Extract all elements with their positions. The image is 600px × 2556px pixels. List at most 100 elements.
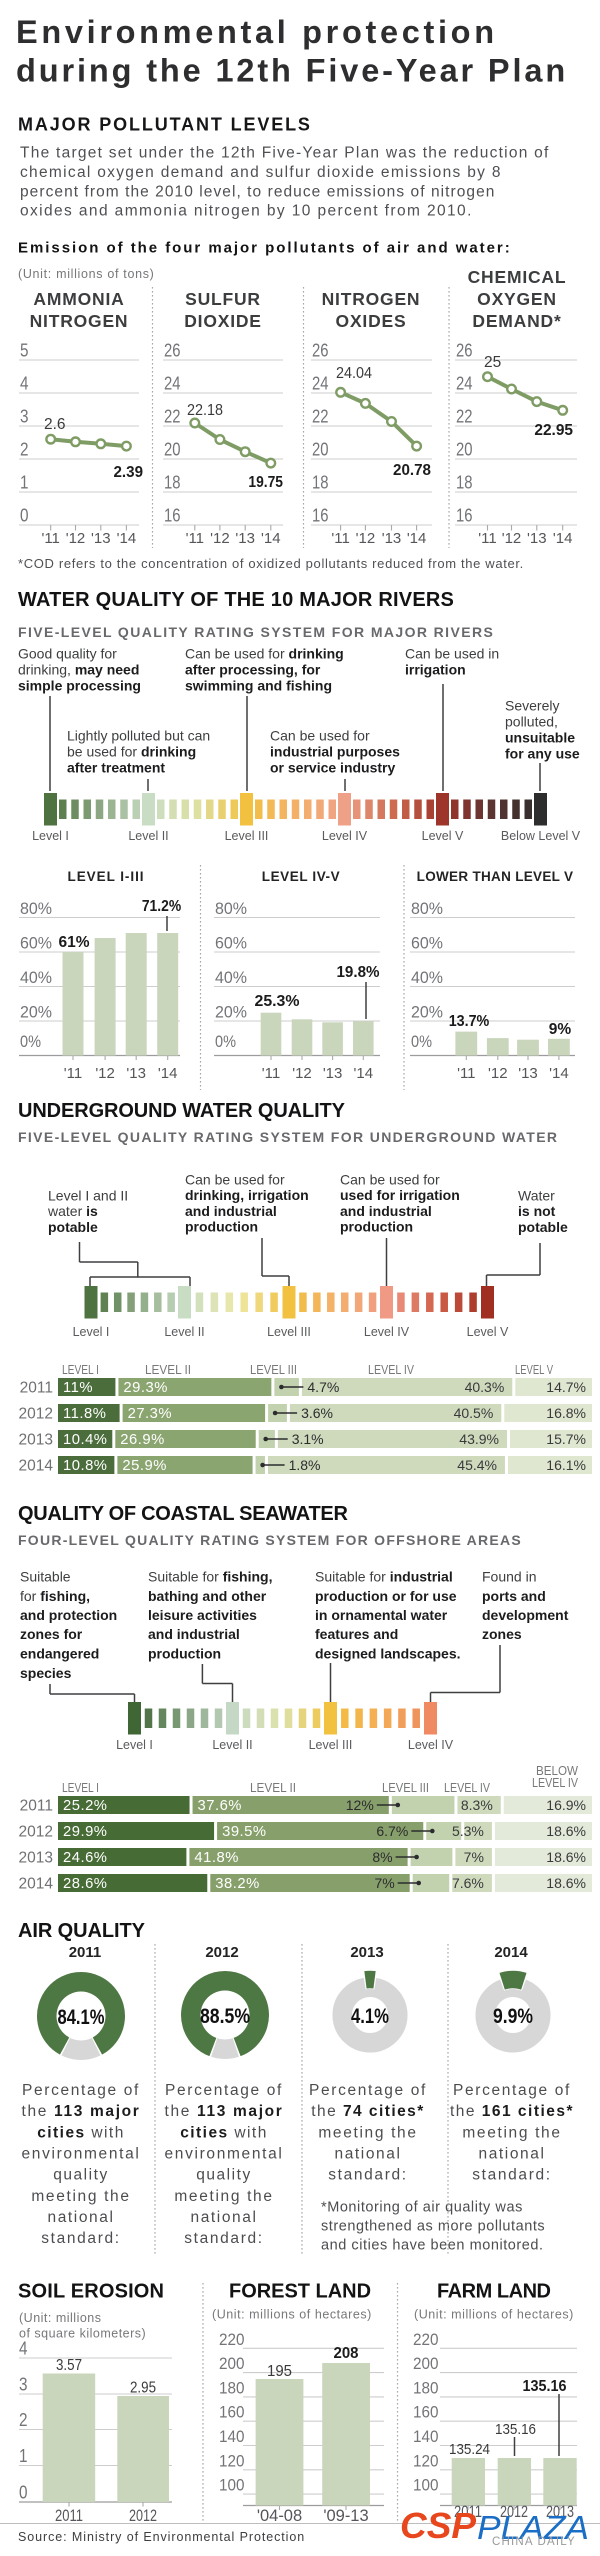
svg-text:bathing and other: bathing and other (148, 1588, 267, 1604)
svg-text:40%: 40% (411, 968, 443, 987)
svg-text:20.78: 20.78 (393, 462, 431, 479)
svg-text:18: 18 (456, 473, 473, 493)
svg-text:DIOXIDE: DIOXIDE (184, 311, 262, 331)
svg-text:leisure activities: leisure activities (148, 1607, 257, 1623)
svg-text:LEVEL III: LEVEL III (250, 1362, 297, 1377)
svg-text:LEVEL II: LEVEL II (145, 1362, 191, 1377)
svg-text:LEVEL I: LEVEL I (62, 1362, 99, 1377)
svg-text:20%: 20% (215, 1003, 247, 1022)
svg-text:26.9%: 26.9% (120, 1432, 164, 1448)
svg-text:Level I: Level I (73, 1325, 110, 1339)
svg-text:Severely: Severely (505, 698, 559, 714)
svg-text:endangered: endangered (20, 1646, 99, 1662)
svg-text:140: 140 (219, 2427, 245, 2446)
svg-text:'14: '14 (261, 530, 281, 547)
svg-text:unsuitable: unsuitable (505, 730, 575, 746)
svg-text:195: 195 (267, 2363, 292, 2380)
svg-text:200: 200 (219, 2354, 245, 2373)
svg-text:'13: '13 (527, 530, 547, 547)
svg-text:Level V: Level V (422, 829, 464, 843)
svg-text:200: 200 (413, 2354, 439, 2373)
svg-text:AIR QUALITY: AIR QUALITY (18, 1920, 146, 1942)
svg-text:(Unit: millions: (Unit: millions (19, 2311, 102, 2325)
svg-text:'13: '13 (91, 530, 111, 547)
svg-text:40.5%: 40.5% (454, 1405, 494, 1421)
svg-text:LEVEL IV: LEVEL IV (368, 1362, 414, 1377)
svg-text:Level IV: Level IV (408, 1738, 454, 1752)
svg-text:22: 22 (164, 407, 181, 427)
svg-text:135.16: 135.16 (495, 2421, 536, 2438)
svg-text:60%: 60% (215, 934, 247, 953)
svg-text:'14: '14 (549, 1065, 569, 1082)
svg-text:the 74 cities*: the 74 cities* (311, 2103, 425, 2120)
svg-text:for any use: for any use (505, 746, 580, 762)
svg-text:12%: 12% (346, 1797, 374, 1813)
svg-text:'14: '14 (117, 530, 137, 547)
svg-text:percent from the 2010 level, t: percent from the 2010 level, to reduce e… (20, 183, 495, 200)
svg-text:2013: 2013 (19, 1432, 53, 1449)
svg-text:2.6: 2.6 (44, 416, 66, 433)
svg-text:'13: '13 (323, 1065, 343, 1082)
svg-text:MAJOR POLLUTANT LEVELS: MAJOR POLLUTANT LEVELS (18, 115, 312, 135)
svg-text:71.2%: 71.2% (142, 898, 181, 915)
svg-text:and industrial: and industrial (185, 1203, 277, 1219)
svg-text:2011: 2011 (55, 2507, 83, 2525)
svg-text:Can be used for drinking: Can be used for drinking (185, 646, 344, 662)
svg-text:24: 24 (456, 374, 473, 394)
svg-text:20%: 20% (411, 1003, 443, 1022)
svg-text:Suitable for fishing,: Suitable for fishing, (148, 1569, 273, 1585)
svg-text:Water: Water (518, 1188, 555, 1204)
svg-text:4.1%: 4.1% (351, 2005, 389, 2028)
svg-text:2013: 2013 (350, 1944, 383, 1961)
svg-text:standard:: standard: (41, 2230, 120, 2247)
svg-text:208: 208 (334, 2345, 359, 2362)
svg-text:0: 0 (19, 2483, 28, 2503)
svg-text:CSP: CSP (400, 2505, 477, 2546)
svg-text:4.7%: 4.7% (307, 1379, 339, 1395)
svg-text:16.9%: 16.9% (546, 1797, 586, 1813)
svg-text:is not: is not (518, 1203, 556, 1219)
svg-text:2011: 2011 (454, 2503, 482, 2521)
svg-text:potable: potable (518, 1219, 568, 1235)
svg-text:Percentage of: Percentage of (22, 2082, 140, 2099)
svg-text:15.7%: 15.7% (546, 1431, 586, 1447)
svg-text:DEMAND*: DEMAND* (472, 311, 561, 331)
svg-text:61%: 61% (58, 934, 89, 951)
svg-text:*Monitoring of air quality was: *Monitoring of air quality was (321, 2200, 523, 2216)
svg-text:standard:: standard: (184, 2230, 263, 2247)
svg-text:2012: 2012 (205, 1944, 238, 1961)
svg-text:4: 4 (19, 2339, 28, 2359)
svg-text:18: 18 (312, 473, 329, 493)
svg-text:180: 180 (219, 2378, 245, 2397)
svg-text:2013: 2013 (19, 1850, 53, 1867)
svg-text:Level II: Level II (128, 829, 168, 843)
svg-text:1.8%: 1.8% (289, 1457, 321, 1473)
svg-text:80%: 80% (215, 899, 247, 918)
svg-text:during the 12th Five-Year Plan: during the 12th Five-Year Plan (16, 53, 568, 89)
svg-text:'12: '12 (502, 530, 522, 547)
svg-text:'14: '14 (354, 1065, 374, 1082)
svg-text:'12: '12 (66, 530, 86, 547)
svg-text:24: 24 (312, 374, 329, 394)
svg-text:Environmental protection: Environmental protection (16, 14, 498, 50)
svg-text:88.5%: 88.5% (200, 2005, 250, 2028)
svg-text:LEVEL I: LEVEL I (62, 1780, 99, 1795)
svg-text:25: 25 (484, 354, 501, 371)
svg-text:22.18: 22.18 (187, 402, 223, 419)
svg-text:Level V: Level V (467, 1325, 509, 1339)
svg-text:5.3%: 5.3% (452, 1823, 484, 1839)
svg-text:135.16: 135.16 (523, 2378, 567, 2395)
svg-text:11.8%: 11.8% (63, 1406, 106, 1422)
svg-text:Level I: Level I (32, 829, 69, 843)
svg-text:29.3%: 29.3% (123, 1380, 167, 1396)
svg-text:'04-08: '04-08 (257, 2507, 302, 2525)
svg-text:0%: 0% (20, 1032, 41, 1051)
svg-text:84.1%: 84.1% (58, 2006, 105, 2029)
svg-text:The target set under the 12th: The target set under the 12th Five-Year … (20, 145, 550, 162)
svg-text:0%: 0% (215, 1032, 236, 1051)
svg-text:(Unit: millions of tons): (Unit: millions of tons) (18, 267, 155, 281)
svg-text:0: 0 (20, 506, 29, 526)
svg-text:LEVEL III: LEVEL III (382, 1780, 429, 1795)
svg-text:Level II: Level II (212, 1738, 252, 1752)
svg-text:2: 2 (20, 440, 29, 460)
